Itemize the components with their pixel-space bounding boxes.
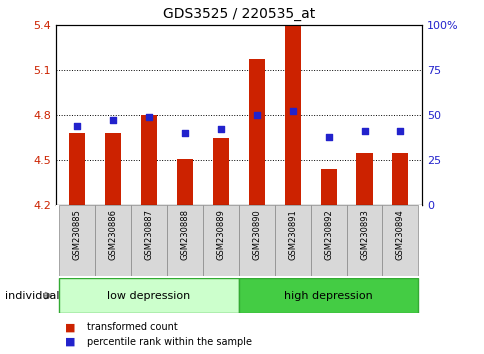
Text: percentile rank within the sample: percentile rank within the sample [87,337,252,347]
Point [216,127,224,132]
Bar [248,59,264,205]
Point [181,130,188,136]
Bar [382,205,418,276]
Bar [105,133,121,205]
Point [288,109,296,114]
Text: ■: ■ [65,322,76,332]
Text: ■: ■ [65,337,76,347]
Text: GSM230885: GSM230885 [73,209,82,260]
Text: high depression: high depression [284,291,372,301]
Point [360,129,368,134]
Point [73,123,81,129]
Text: GSM230893: GSM230893 [359,209,368,260]
Bar [238,278,418,313]
Bar [274,205,310,276]
Bar [356,153,372,205]
Bar [392,153,408,205]
Text: GSM230886: GSM230886 [108,209,118,260]
Point [396,129,404,134]
Bar [177,159,193,205]
Text: GSM230894: GSM230894 [395,209,404,259]
Bar [284,26,300,205]
Bar [212,138,228,205]
Title: GDS3525 / 220535_at: GDS3525 / 220535_at [163,7,314,21]
Bar [69,133,85,205]
Bar [131,205,166,276]
Bar [95,205,131,276]
Bar [59,205,95,276]
Text: GSM230887: GSM230887 [144,209,153,260]
Point [109,118,117,123]
Point [253,112,260,118]
Bar [59,278,239,313]
Bar [346,205,382,276]
Bar [238,205,274,276]
Text: GSM230889: GSM230889 [216,209,225,260]
Bar [166,205,202,276]
Text: individual: individual [5,291,59,301]
Bar [202,205,238,276]
Bar [320,169,336,205]
Text: transformed count: transformed count [87,322,178,332]
Text: GSM230890: GSM230890 [252,209,261,259]
Text: GSM230891: GSM230891 [287,209,297,259]
Bar [141,115,157,205]
Point [145,114,152,120]
Text: GSM230892: GSM230892 [323,209,333,259]
Point [324,134,332,139]
Text: GSM230888: GSM230888 [180,209,189,260]
Text: low depression: low depression [107,291,190,301]
Bar [310,205,346,276]
